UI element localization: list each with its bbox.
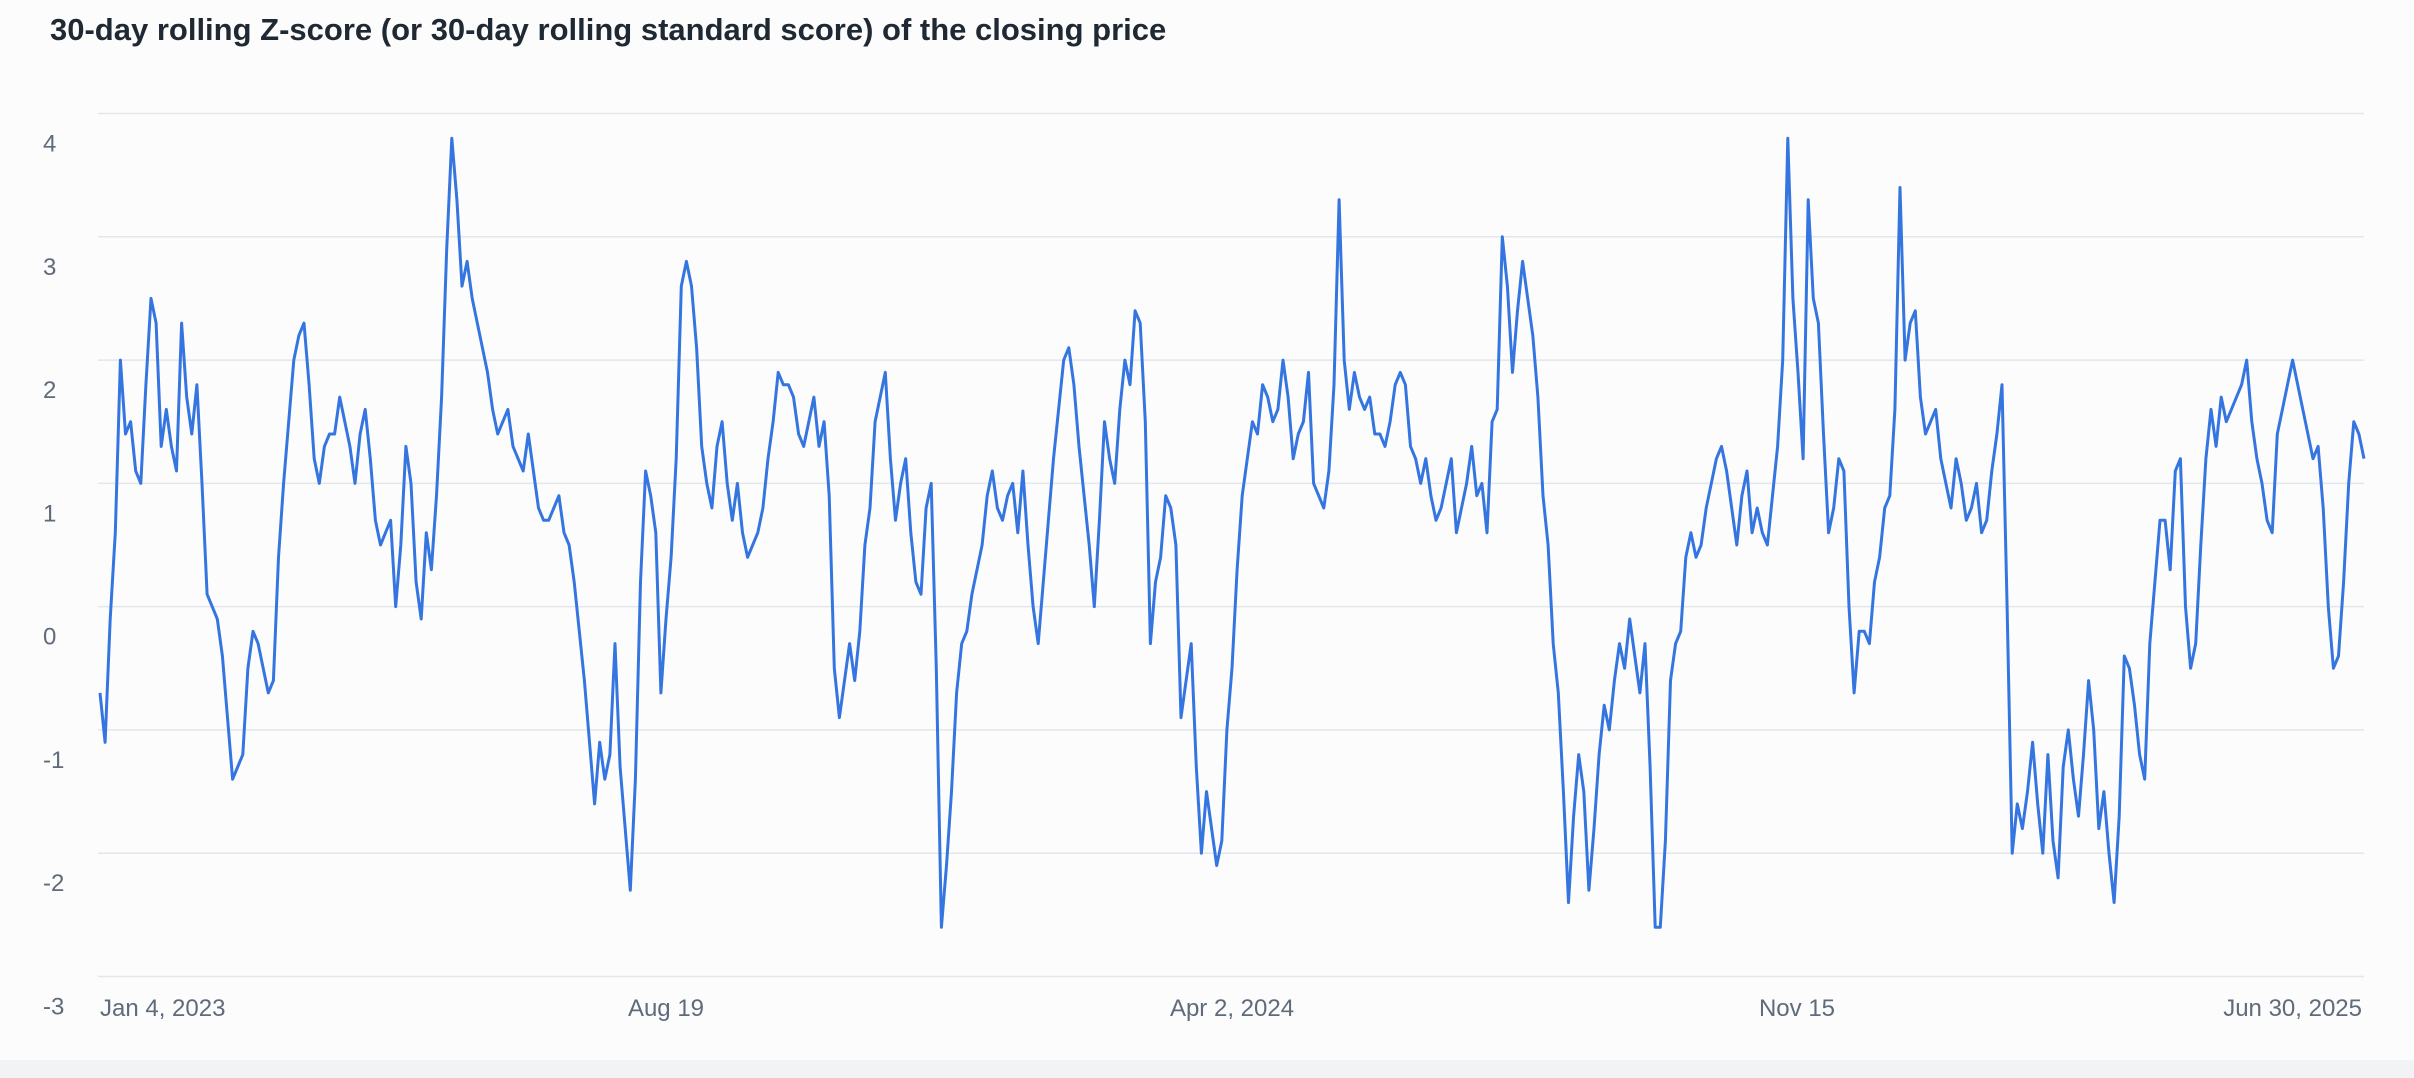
y-tick-label: 2	[43, 377, 56, 404]
x-tick-label: Nov 15	[1759, 995, 1835, 1022]
y-tick-label: 0	[43, 624, 56, 651]
x-tick-label: Jan 4, 2023	[100, 995, 225, 1022]
y-tick-label: -1	[43, 747, 64, 774]
x-tick-label: Aug 19	[628, 995, 704, 1022]
x-axis-ticks: Jan 4, 2023 Aug 19 Apr 2, 2024 Nov 15 Jun 30…	[100, 995, 2362, 1022]
series-layer	[98, 136, 2366, 929]
chart-title: 30-day rolling Z-score (or 30-day rollin…	[50, 12, 1167, 47]
y-axis-ticks: 4 3 2 1 0 -1 -2 -3	[43, 131, 64, 1021]
grid-lines	[98, 112, 2364, 978]
y-tick-label: 1	[43, 500, 56, 527]
series-line	[98, 136, 2366, 929]
x-tick-label: Apr 2, 2024	[1170, 995, 1294, 1022]
y-tick-label: 4	[43, 131, 56, 158]
y-tick-label: -2	[43, 870, 64, 897]
x-tick-label: Jun 30, 2025	[2223, 995, 2362, 1022]
y-tick-label: -3	[43, 994, 64, 1021]
bottom-strip	[0, 1060, 2414, 1078]
y-tick-label: 3	[43, 254, 56, 281]
